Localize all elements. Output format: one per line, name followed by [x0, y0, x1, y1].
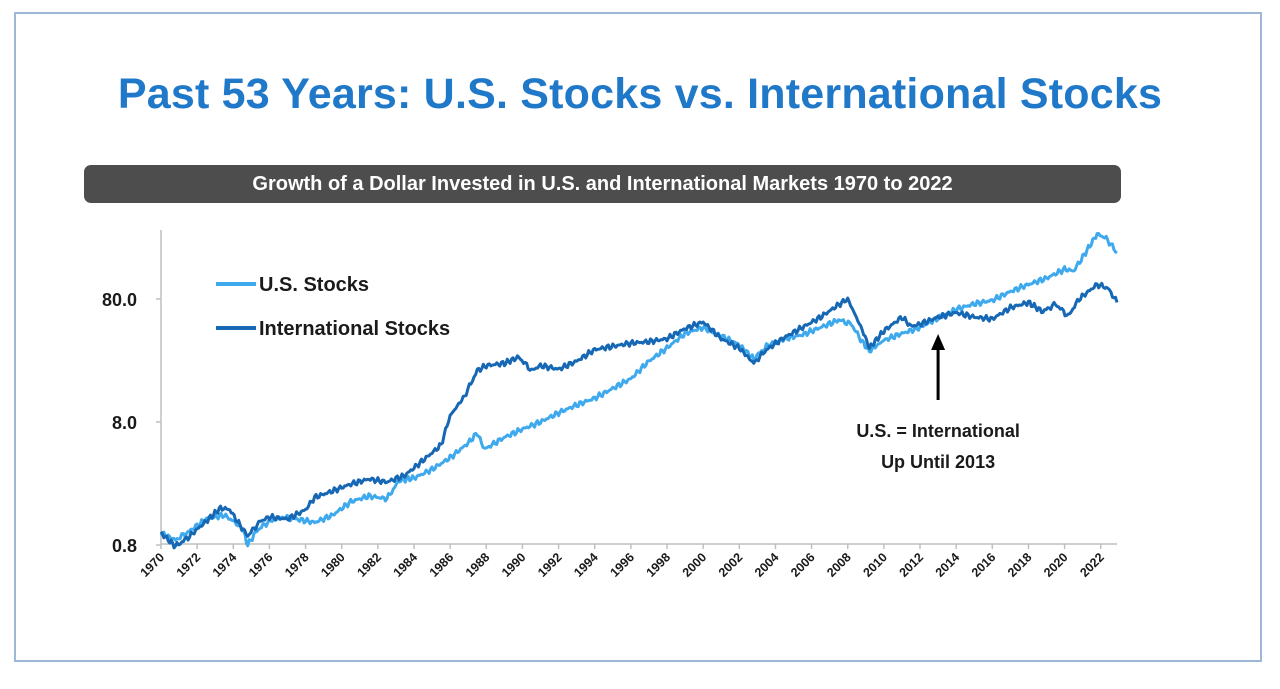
page-title: Past 53 Years: U.S. Stocks vs. Internati…: [117, 70, 1163, 118]
chart-annotation: U.S. = International Up Until 2013: [856, 334, 1020, 472]
x-tick-label: 1978: [282, 550, 312, 580]
annotation-line-1: U.S. = International: [856, 421, 1020, 441]
x-tick-label: 2008: [824, 550, 854, 580]
x-tick-label: 2020: [1041, 550, 1071, 580]
us-stocks-line: [159, 232, 1118, 548]
y-axis-ticks: 0.8 8.0 80.0: [102, 290, 161, 556]
x-tick-label: 1976: [246, 550, 276, 580]
y-tick-label: 8.0: [112, 413, 137, 433]
x-tick-label: 1994: [571, 550, 601, 580]
x-tick-label: 1992: [535, 550, 565, 580]
legend-label-us: U.S. Stocks: [259, 274, 369, 296]
x-tick-label: 2012: [897, 550, 927, 580]
x-tick-label: 2002: [716, 550, 746, 580]
x-tick-label: 1974: [210, 550, 240, 580]
annotation-line-2: Up Until 2013: [881, 452, 995, 472]
x-tick-label: 2018: [1005, 550, 1035, 580]
annotation-arrow-head: [931, 334, 946, 350]
chart-frame: [14, 12, 1262, 662]
legend-label-international: International Stocks: [259, 318, 450, 340]
chart-legend: U.S. Stocks International Stocks: [216, 274, 450, 340]
international-stocks-line: [159, 281, 1119, 550]
x-tick-label: 2010: [860, 550, 890, 580]
x-tick-label: 1972: [174, 550, 204, 580]
x-tick-label: 2000: [680, 550, 710, 580]
x-tick-label: 1970: [138, 550, 168, 580]
x-tick-label: 2022: [1077, 550, 1107, 580]
subtitle-banner: [84, 165, 1121, 203]
x-tick-label: 1996: [607, 550, 637, 580]
x-tick-label: 1998: [644, 550, 674, 580]
x-tick-label: 2004: [752, 550, 782, 580]
x-tick-label: 1980: [318, 550, 348, 580]
x-tick-label: 1990: [499, 550, 529, 580]
y-tick-label: 0.8: [112, 536, 137, 556]
x-tick-label: 1984: [391, 550, 421, 580]
x-tick-label: 1988: [463, 550, 493, 580]
x-tick-label: 1986: [427, 550, 457, 580]
x-tick-label: 2006: [788, 550, 818, 580]
y-tick-label: 80.0: [102, 290, 137, 310]
x-axis-ticks: 1970 1972 1974 1976 1978 1980 1982 1984 1986 1988…: [138, 544, 1107, 580]
chart-axes: [160, 230, 1117, 545]
x-tick-label: 2016: [969, 550, 999, 580]
x-tick-label: 1982: [354, 550, 384, 580]
chart-subtitle: Growth of a Dollar Invested in U.S. and …: [252, 173, 953, 195]
x-tick-label: 2014: [933, 550, 963, 580]
chart-series: [159, 232, 1119, 550]
